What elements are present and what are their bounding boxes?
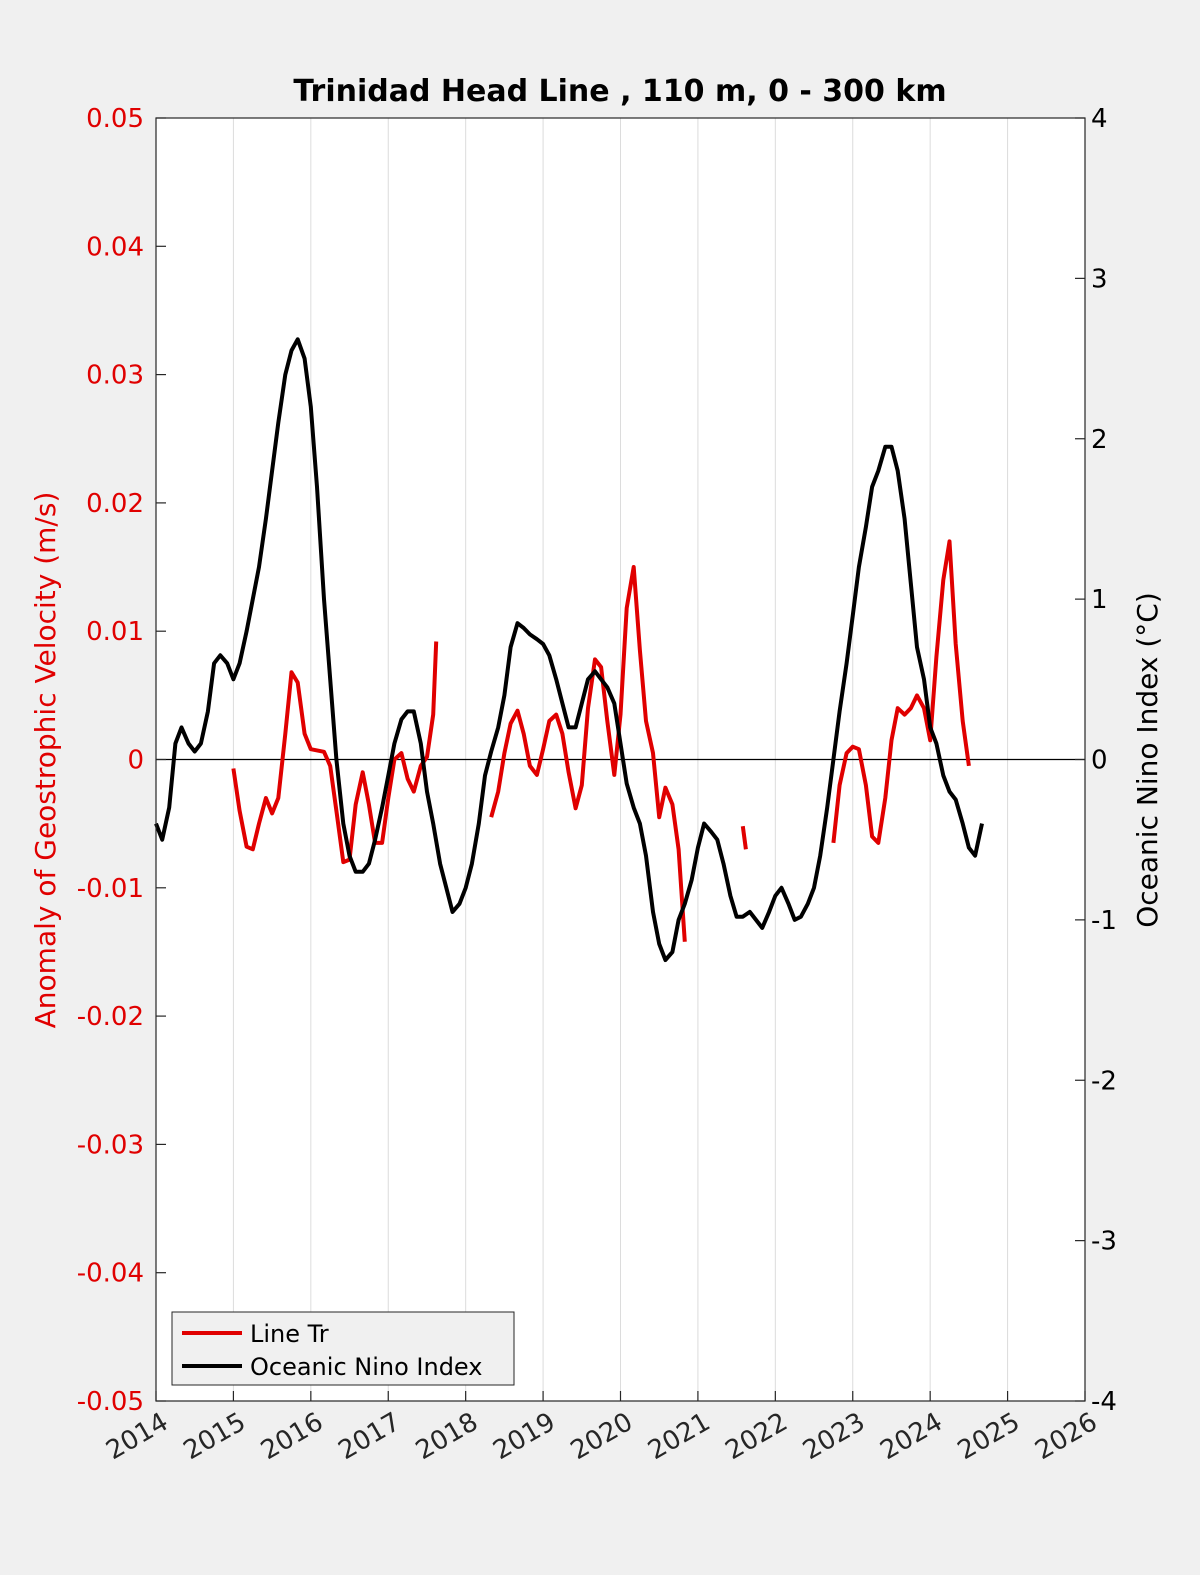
right-tick-label--1: -1 [1091, 906, 1117, 936]
legend-box [171, 1311, 515, 1386]
series-lines [154, 337, 984, 962]
right-y-axis: -4 -3 -2 -1 0 1 2 3 4 [1075, 104, 1117, 1417]
right-axis-label: Oceanic Nino Index (°C) [1131, 592, 1164, 928]
left-tick-label--0.02: -0.02 [77, 1002, 144, 1032]
left-tick-label--0.03: -0.03 [77, 1130, 144, 1160]
series-line-tr-segment-2 [740, 825, 748, 850]
left-tick-label-0.02: 0.02 [86, 489, 144, 519]
left-tick-label--0.04: -0.04 [77, 1259, 144, 1289]
right-tick-label-3: 3 [1091, 264, 1108, 294]
series-line-tr-segment-1 [489, 565, 687, 942]
right-tick-label--2: -2 [1091, 1066, 1117, 1096]
left-tick-label--0.01: -0.01 [77, 874, 144, 904]
legend-label-line-tr: Line Tr [250, 1320, 329, 1348]
left-tick-label-0: 0 [127, 746, 144, 776]
right-tick-label--3: -3 [1091, 1227, 1117, 1257]
right-tick-label--4: -4 [1091, 1387, 1117, 1417]
left-tick-label-0.01: 0.01 [86, 617, 144, 647]
series-line-tr-segment-0 [231, 641, 439, 865]
left-tick-label-0.05: 0.05 [86, 104, 144, 134]
right-tick-label-4: 4 [1091, 104, 1108, 134]
legend-label-oni: Oceanic Nino Index [250, 1353, 482, 1381]
series-oni-segment-0 [154, 337, 984, 962]
legend: Line Tr Oceanic Nino Index [171, 1311, 515, 1386]
series-line-tr-segment-3 [831, 539, 971, 845]
left-tick-label-0.04: 0.04 [86, 232, 144, 262]
chart-title: Trinidad Head Line , 110 m, 0 - 300 km [293, 74, 946, 109]
left-axis-label: Anomaly of Geostrophic Velocity (m/s) [29, 492, 62, 1029]
right-tick-label-0: 0 [1091, 746, 1108, 776]
right-tick-label-1: 1 [1091, 585, 1108, 615]
left-tick-label-0.03: 0.03 [86, 361, 144, 391]
left-y-axis: -0.05 -0.04 -0.03 -0.02 -0.01 0 0.01 0.02 0.03 0.… [77, 104, 166, 1417]
right-tick-label-2: 2 [1091, 425, 1108, 455]
left-tick-label--0.05: -0.05 [77, 1387, 144, 1417]
